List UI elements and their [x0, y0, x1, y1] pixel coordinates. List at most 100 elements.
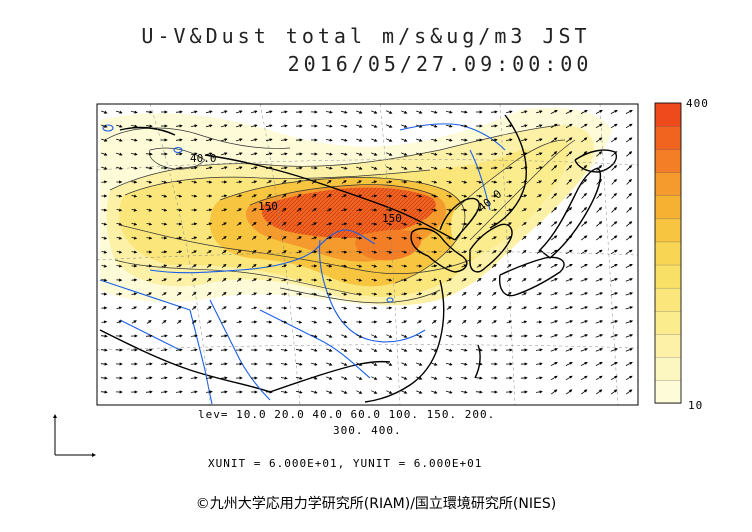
wind-arrow — [401, 222, 408, 226]
wind-arrow — [101, 152, 108, 156]
wind-arrow — [595, 334, 604, 338]
wind-arrow — [611, 221, 618, 227]
wind-arrow — [266, 250, 272, 254]
wind-arrow — [281, 264, 288, 268]
wind-arrow — [386, 264, 393, 268]
wind-arrow — [205, 348, 213, 352]
wind-arrow — [446, 180, 453, 184]
wind-arrow — [220, 138, 228, 142]
wind-arrow — [326, 362, 333, 366]
wind-arrow — [251, 306, 258, 310]
wind-arrow — [251, 278, 257, 282]
wind-arrow — [566, 207, 573, 213]
wind-arrow — [371, 222, 378, 226]
wind-arrow — [310, 362, 318, 366]
wind-arrow — [611, 192, 617, 199]
wind-arrow — [235, 110, 243, 114]
wind-arrow — [551, 178, 557, 185]
mekong-river — [209, 299, 271, 401]
wind-arrow — [475, 390, 483, 394]
wind-arrow — [596, 178, 602, 185]
wind-arrow — [521, 222, 527, 226]
wind-arrow — [220, 152, 228, 156]
wind-arrow — [416, 110, 423, 114]
wind-arrow — [101, 166, 108, 170]
wind-arrow — [595, 249, 603, 255]
wind-arrow — [191, 138, 198, 142]
wind-arrow — [565, 264, 573, 268]
wind-arrow — [341, 278, 348, 282]
wind-arrow — [161, 264, 168, 268]
wind-arrow — [566, 178, 572, 185]
wind-arrow — [446, 194, 453, 198]
wind-arrow — [220, 348, 228, 352]
wind-arrow — [116, 306, 123, 310]
wind-arrow — [401, 138, 408, 142]
wind-arrow — [206, 306, 212, 310]
wind-arrow — [146, 180, 153, 184]
wind-arrow — [220, 124, 228, 128]
wind-arrow — [206, 208, 213, 212]
wind-arrow — [431, 194, 438, 198]
wind-arrow — [206, 180, 213, 184]
wind-arrow — [190, 376, 198, 380]
wind-arrow — [580, 389, 588, 395]
wind-arrow — [280, 390, 288, 394]
wind-arrow — [565, 249, 573, 255]
wind-arrow — [535, 362, 543, 366]
wind-arrow — [430, 166, 438, 170]
meridian — [499, 104, 516, 405]
meridian — [149, 104, 211, 405]
vietnam-border — [269, 360, 391, 393]
wind-arrow — [461, 362, 468, 366]
wind-arrow — [610, 249, 618, 255]
wind-arrow — [175, 110, 183, 114]
wind-arrow — [341, 180, 347, 184]
wind-arrow — [461, 278, 467, 282]
wind-arrow — [176, 319, 182, 324]
wind-arrow — [475, 376, 483, 380]
wind-arrow — [475, 362, 483, 366]
wind-arrow — [596, 151, 603, 157]
wind-arrow — [461, 348, 468, 352]
wind-arrow — [625, 334, 634, 338]
wind-arrow — [266, 138, 273, 142]
wind-arrow — [191, 320, 197, 324]
yellow-river — [149, 229, 376, 274]
wind-arrow — [521, 180, 528, 184]
wind-arrow — [565, 235, 573, 241]
wind-arrow — [506, 124, 513, 128]
wind-arrow — [445, 348, 453, 352]
wind-arrow — [401, 390, 408, 394]
wind-arrow — [625, 278, 633, 282]
songhua-river — [469, 149, 491, 211]
wind-arrow — [595, 137, 603, 143]
wind-arrow — [491, 250, 497, 254]
wind-arrow — [565, 278, 573, 282]
wind-arrow — [175, 376, 183, 380]
wind-arrow — [175, 138, 183, 142]
wind-arrow — [280, 138, 288, 142]
wind-arrow — [625, 375, 633, 381]
wind-arrow — [416, 194, 423, 198]
wind-arrow — [161, 222, 168, 226]
wind-arrow — [146, 292, 153, 296]
wind-arrow — [506, 166, 513, 170]
wind-arrow — [446, 278, 453, 282]
wind-arrow — [580, 110, 588, 114]
contour-line — [469, 139, 576, 241]
wind-arrow — [190, 334, 198, 338]
wind-arrow — [280, 348, 288, 352]
wind-arrow — [176, 292, 182, 296]
wind-arrow — [580, 362, 588, 366]
wind-arrow — [356, 152, 363, 156]
wind-arrow — [146, 236, 153, 240]
wind-arrow — [161, 250, 168, 254]
wind-arrow — [341, 362, 348, 366]
wind-arrow — [521, 249, 527, 254]
wind-arrow — [551, 207, 558, 213]
wind-arrow — [176, 250, 183, 254]
wind-arrow — [610, 306, 619, 310]
wind-arrow — [341, 110, 348, 114]
